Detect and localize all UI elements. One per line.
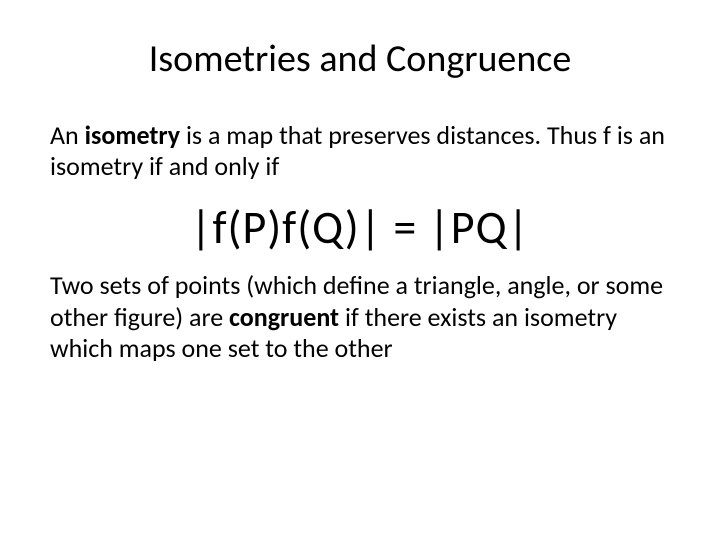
formula-isometry: |f(P)f(Q)| = |PQ| [50,200,670,256]
term-isometry: isometry [85,119,180,151]
term-congruent: congruent [229,301,339,333]
slide-container: Isometries and Congruence An isometry is… [0,0,720,540]
paragraph-isometry-definition: An isometry is a map that preserves dist… [50,120,670,182]
paragraph-congruent-definition: Two sets of points (which define a trian… [50,270,670,364]
para1-prefix: An [50,119,85,151]
slide-title: Isometries and Congruence [50,36,670,82]
